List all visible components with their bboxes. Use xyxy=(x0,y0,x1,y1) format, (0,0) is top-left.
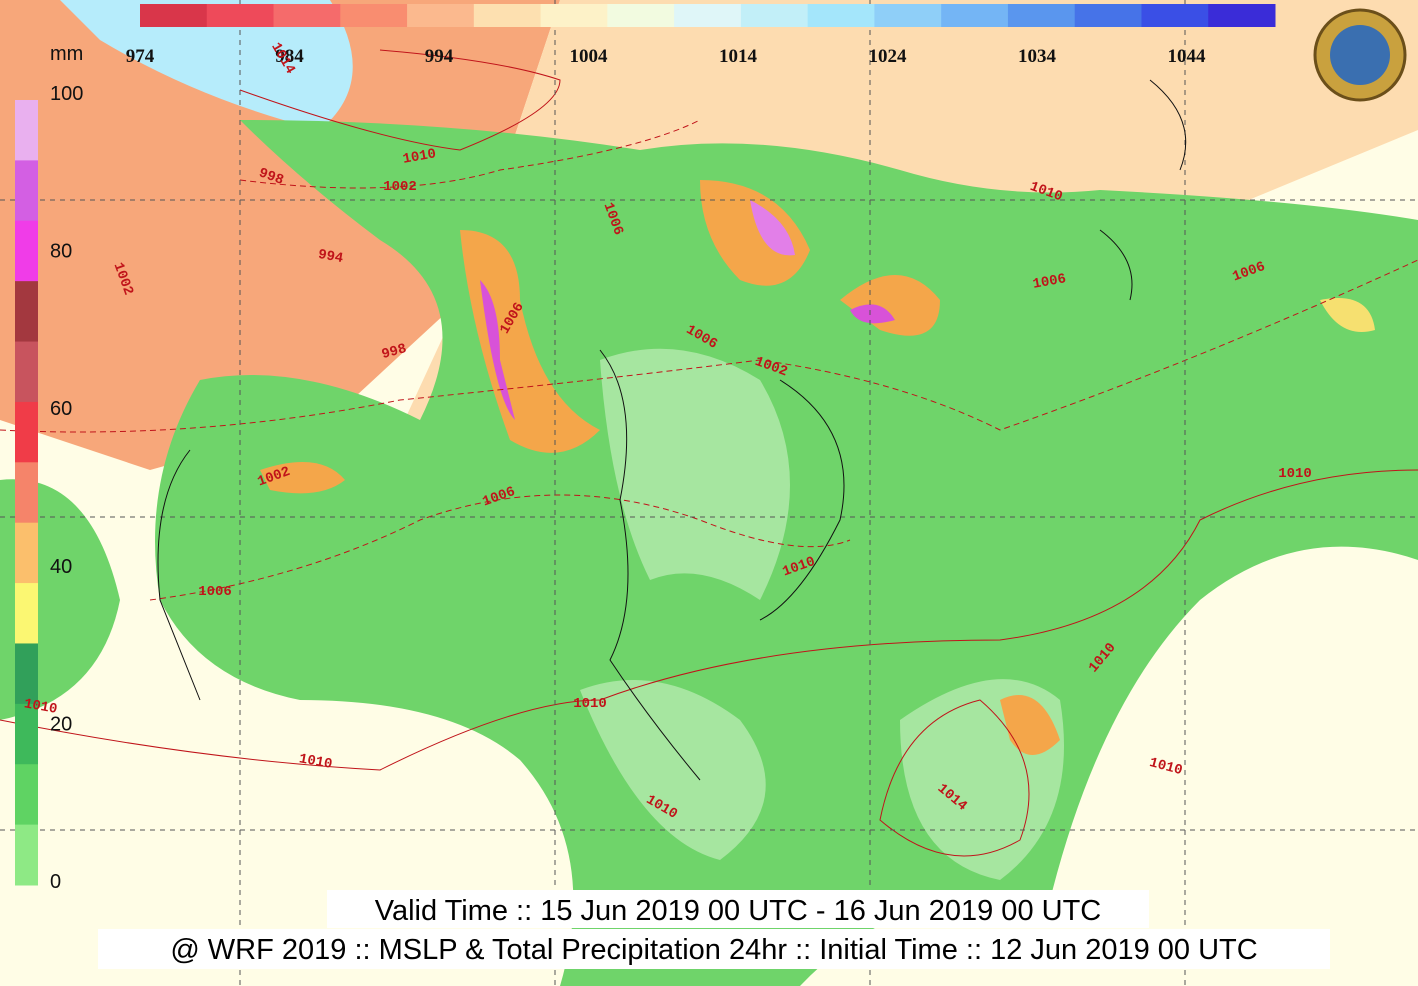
coastlines xyxy=(157,79,1187,781)
precip-label: 60 xyxy=(50,398,72,420)
color-swatch xyxy=(1074,4,1142,27)
isobar-label: 994 xyxy=(317,247,345,267)
color-swatch xyxy=(340,4,408,27)
pressure-label: 1004 xyxy=(570,46,609,67)
color-swatch xyxy=(874,4,942,27)
color-swatch xyxy=(1208,4,1276,27)
logo-inner xyxy=(1330,25,1390,85)
color-swatch xyxy=(15,160,38,222)
isobar-label: 1006 xyxy=(1032,271,1068,293)
pressure-label: 1034 xyxy=(1018,46,1057,67)
pressure-colorbar: 974 984 994 1004 1014 1024 1034 1044 xyxy=(126,4,1276,67)
isobars xyxy=(0,49,1418,857)
isobar-label: 1006 xyxy=(198,584,232,600)
footer-box xyxy=(98,929,1330,969)
precip-colorbar: mm 100 80 60 40 20 0 xyxy=(15,43,83,893)
color-swatch xyxy=(15,220,38,282)
color-swatch xyxy=(15,583,38,644)
valid-time: Valid Time :: 15 Jun 2019 00 UTC - 16 Ju… xyxy=(375,895,1101,927)
isobar-label: 1002 xyxy=(383,179,417,195)
color-swatch xyxy=(15,100,38,161)
pressure-label: 1024 xyxy=(869,46,908,67)
isobar-label: 1010 xyxy=(23,696,59,718)
pressure-label: 994 xyxy=(425,46,454,67)
isobar-label: 1010 xyxy=(1278,466,1312,482)
pressure-label: 1044 xyxy=(1168,46,1207,67)
color-swatch xyxy=(15,824,38,886)
color-swatch xyxy=(740,4,809,27)
color-swatch xyxy=(807,4,875,27)
color-swatch xyxy=(15,643,38,705)
color-swatch xyxy=(15,401,38,463)
precip-label: 0 xyxy=(50,871,61,893)
precip-label: 100 xyxy=(50,83,83,105)
precip-label: 20 xyxy=(50,713,72,735)
pressure-label: 974 xyxy=(126,46,155,67)
precip-label: 40 xyxy=(50,556,72,578)
pressure-label: 984 xyxy=(275,46,304,67)
color-swatch xyxy=(473,4,542,27)
color-swatch xyxy=(540,4,608,27)
color-swatch xyxy=(273,4,341,27)
color-swatch xyxy=(674,4,742,27)
color-swatch xyxy=(1007,4,1076,27)
color-swatch xyxy=(15,703,38,765)
color-swatch xyxy=(941,4,1009,27)
color-swatch xyxy=(15,281,38,343)
color-swatch xyxy=(407,4,475,27)
isobar-label: 1010 xyxy=(573,696,607,712)
color-swatch xyxy=(15,522,38,584)
pressure-label: 1014 xyxy=(719,46,758,67)
isobar-label: 1010 xyxy=(402,146,438,168)
color-swatch xyxy=(15,462,38,524)
color-swatch xyxy=(607,4,675,27)
precip-label: 80 xyxy=(50,241,72,263)
color-swatch xyxy=(140,4,208,27)
color-swatch xyxy=(206,4,275,27)
model-info: @ WRF 2019 :: MSLP & Total Precipitation… xyxy=(170,934,1257,966)
footer-box xyxy=(327,890,1149,928)
isobar-label: 1010 xyxy=(298,751,334,773)
unit-label: mm xyxy=(50,43,83,65)
color-swatch xyxy=(15,764,38,826)
color-swatch xyxy=(1141,4,1209,27)
color-swatch xyxy=(15,341,38,403)
isobar-label: 998 xyxy=(380,341,409,363)
